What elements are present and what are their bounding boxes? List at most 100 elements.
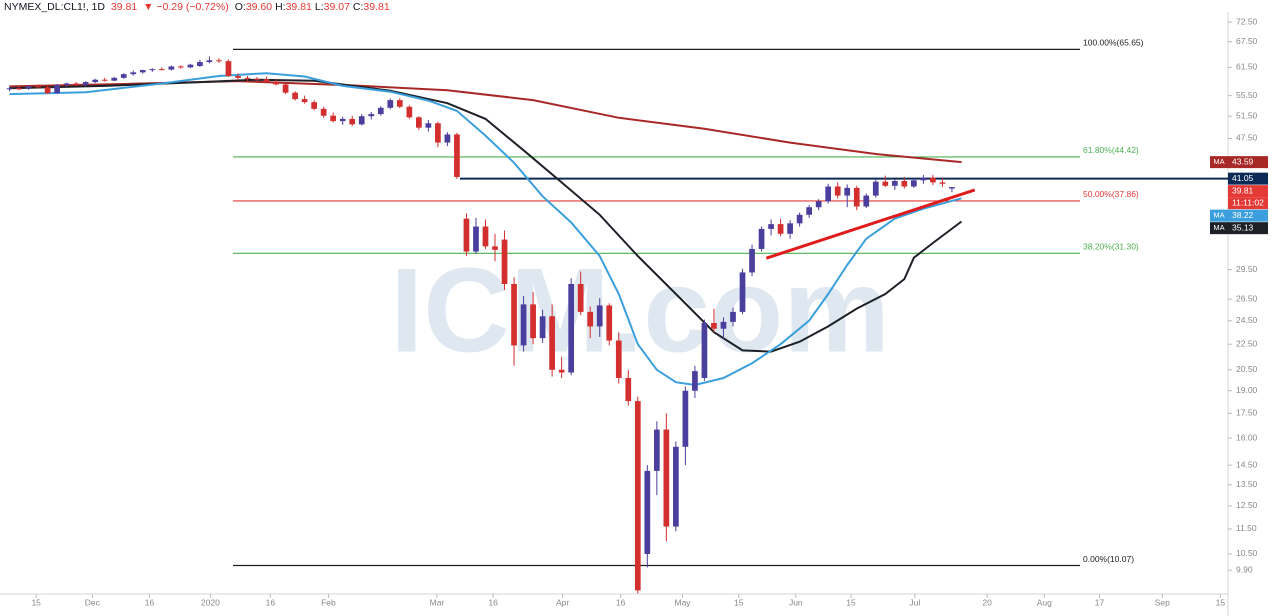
y-tick-label: 9.90 bbox=[1236, 564, 1253, 574]
candle-body bbox=[282, 84, 289, 93]
y-tick-label: 13.50 bbox=[1236, 479, 1258, 489]
tag-box bbox=[1228, 197, 1268, 210]
candle-body bbox=[406, 106, 413, 118]
x-tick-label: Jul bbox=[909, 597, 920, 607]
price-tag: 11:11:02 bbox=[1228, 197, 1268, 210]
candle-body bbox=[225, 61, 232, 77]
tag-box bbox=[1228, 222, 1268, 235]
candle-body bbox=[82, 82, 89, 85]
y-tick-label: 11.50 bbox=[1236, 523, 1257, 533]
tag-value: 43.59 bbox=[1232, 156, 1254, 166]
candle-body bbox=[16, 88, 22, 90]
y-tick-label: 26.50 bbox=[1236, 293, 1258, 303]
candle-body bbox=[911, 180, 917, 187]
candle-body bbox=[178, 66, 184, 68]
y-tick-label: 10.50 bbox=[1236, 548, 1258, 558]
candle-body bbox=[444, 134, 451, 143]
candle-body bbox=[853, 187, 860, 207]
candle-body bbox=[701, 322, 708, 378]
candle-body bbox=[292, 92, 298, 100]
overlay: 100.00%(65.65) 61.80%(44.42) 50.00%(37.86)… bbox=[1083, 38, 1144, 564]
candle-body bbox=[615, 340, 622, 378]
header-ohlc: O:39.60 H:39.81 L:39.07 C:39.81 bbox=[235, 1, 393, 13]
header-price: 39.81 bbox=[110, 1, 138, 13]
candle-body bbox=[35, 86, 41, 88]
candle-body bbox=[482, 226, 489, 247]
candle-body bbox=[358, 116, 365, 125]
x-tick-label: Feb bbox=[321, 597, 336, 607]
tag-box bbox=[1228, 156, 1268, 169]
candle-body bbox=[673, 446, 679, 527]
x-tick-label: May bbox=[675, 597, 692, 607]
candle-body bbox=[692, 371, 698, 391]
candle-body bbox=[596, 305, 603, 327]
candle-body bbox=[758, 228, 765, 249]
x-tick-label: Apr bbox=[556, 597, 569, 607]
candle-body bbox=[197, 62, 203, 67]
candle-body bbox=[891, 181, 898, 186]
candle-body bbox=[872, 181, 879, 196]
tag-name: MA bbox=[1213, 211, 1224, 220]
y-tick-label: 67.50 bbox=[1236, 36, 1258, 46]
tag-value: 35.13 bbox=[1232, 222, 1254, 232]
candle-body bbox=[6, 88, 13, 90]
header: NYMEX_DL:CL1!, 1D 39.81 ▼ −0.29 (−0.72%)… bbox=[4, 0, 396, 14]
candle-body bbox=[711, 322, 717, 329]
trendline bbox=[765, 188, 976, 260]
candle-body bbox=[330, 115, 337, 122]
ohlc-label: O: bbox=[234, 1, 246, 13]
candle-body bbox=[111, 77, 118, 81]
x-tick-label: 2020 bbox=[201, 597, 220, 607]
candle-body bbox=[349, 118, 356, 125]
candle-body bbox=[530, 304, 536, 339]
candle-body bbox=[168, 66, 175, 70]
candle-body bbox=[834, 186, 841, 196]
candle-body bbox=[663, 429, 670, 527]
ohlc-label: C: bbox=[352, 1, 364, 13]
x-tick-label: 15 bbox=[1216, 597, 1226, 607]
candle-body bbox=[158, 69, 165, 71]
candle-body bbox=[311, 102, 317, 109]
candle-body bbox=[844, 187, 851, 196]
candle-body bbox=[777, 224, 784, 234]
candle-body bbox=[216, 60, 222, 62]
symbol: NYMEX_DL:CL1!, 1D bbox=[4, 1, 105, 13]
candle-body bbox=[473, 226, 479, 252]
candle-body bbox=[425, 123, 432, 128]
candle-body bbox=[396, 100, 403, 107]
fib-label: 0.00%(10.07) bbox=[1083, 554, 1134, 564]
candle-body bbox=[101, 79, 108, 81]
price-tag: MA 43.59 bbox=[1210, 156, 1268, 169]
candle-body bbox=[739, 272, 746, 312]
candle-body bbox=[520, 304, 527, 346]
candle-body bbox=[320, 108, 327, 116]
ohlc-value: 39.81 bbox=[285, 1, 312, 13]
x-tick-label: 15 bbox=[734, 597, 744, 607]
fib-label: 100.00%(65.65) bbox=[1083, 38, 1144, 48]
candle-body bbox=[301, 99, 308, 103]
y-tick-label: 20.50 bbox=[1236, 364, 1258, 374]
candle-body bbox=[644, 470, 651, 554]
moving-average-line bbox=[9, 72, 962, 387]
price-tag: MA 38.22 bbox=[1210, 209, 1268, 222]
candle-body bbox=[653, 429, 660, 471]
candle-body bbox=[768, 224, 774, 229]
candle-body bbox=[63, 83, 70, 85]
candle-body bbox=[815, 201, 822, 208]
price-tag: 39.81 bbox=[1228, 185, 1268, 198]
ohlc-value: 39.60 bbox=[245, 1, 273, 13]
candle-body bbox=[25, 86, 32, 89]
candle-body bbox=[73, 83, 80, 85]
candle-body bbox=[149, 69, 156, 71]
tag-name-box bbox=[1210, 222, 1228, 235]
candle-body bbox=[387, 100, 394, 108]
x-tick-label: 16 bbox=[616, 597, 626, 607]
tag-value: 39.81 bbox=[1232, 185, 1254, 195]
candle-body bbox=[901, 181, 908, 187]
tag-box bbox=[1228, 209, 1268, 222]
candle-body bbox=[930, 177, 936, 183]
watermark: ICM.com bbox=[390, 244, 890, 378]
x-tick-label: Dec bbox=[85, 597, 101, 607]
